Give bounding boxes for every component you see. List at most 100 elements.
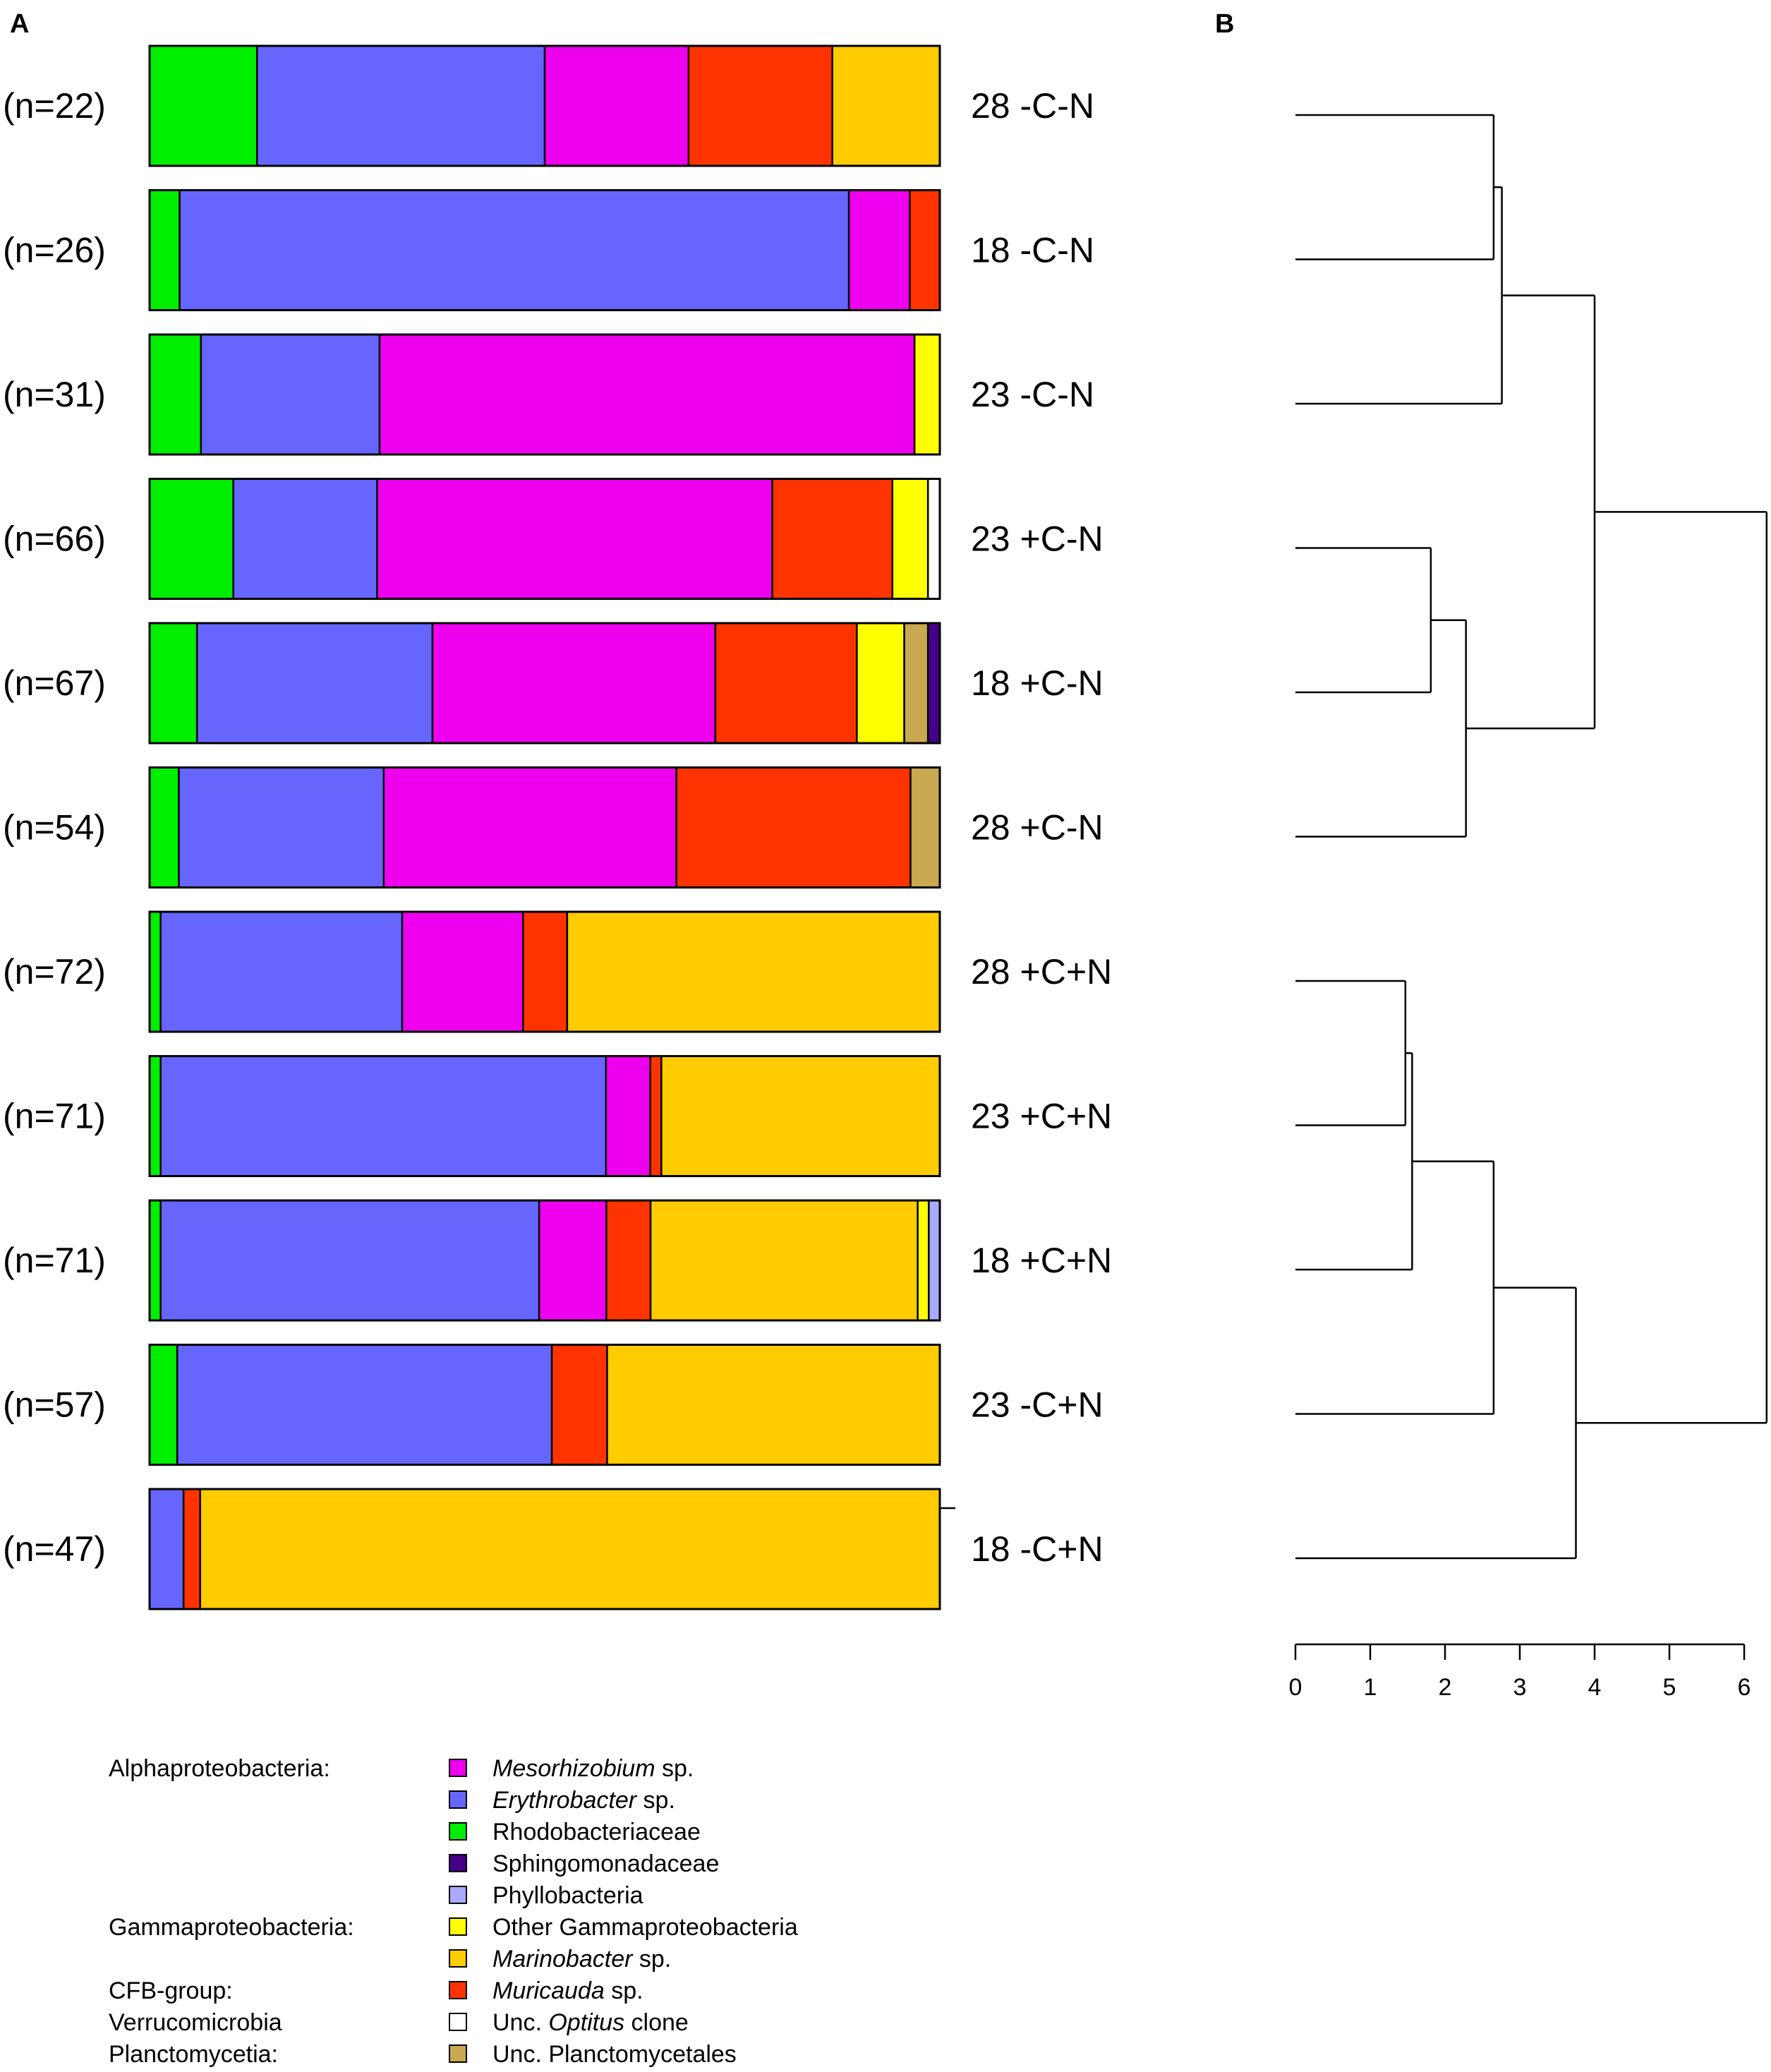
- bar-segment-23-c-n-mesorhizobium-sp: [378, 333, 916, 456]
- legend-group-verrucomicrobia: Verrucomicrobia: [109, 2009, 282, 2036]
- sample-size-label: (n=57): [3, 1385, 106, 1425]
- bar-segment-23-c-n-erythrobacter-sp: [232, 478, 378, 600]
- bar-segment-28-c-n-muricauda-sp: [675, 766, 912, 889]
- legend-entry: Rhodobacteriaceae: [492, 1819, 701, 1845]
- treatment-label: 18 +C+N: [971, 1241, 1112, 1280]
- bar-segment-18-c-n-mesorhizobium-sp: [431, 622, 717, 745]
- bar-segment-18-c-n-rhodobacteriaceae: [148, 622, 198, 745]
- bar-outline-23-c-n: [148, 333, 941, 456]
- x-tick-label: 2: [1439, 1674, 1452, 1701]
- sample-size-label: (n=54): [3, 808, 106, 848]
- x-tick-label: 1: [1364, 1674, 1377, 1701]
- bar-outline-18-c-n: [148, 622, 941, 745]
- bar-segment-28-c-n-rhodobacteriaceae: [148, 766, 180, 889]
- treatment-label: 28 -C-N: [971, 86, 1094, 126]
- bar-segment-28-c-n-muricauda-sp: [687, 44, 833, 167]
- legend-entry: Phyllobacteria: [492, 1882, 643, 1909]
- bar-segment-23-c-n-other-gammaproteobacteria: [913, 333, 941, 456]
- bar-segment-18-c-n-phyllobacteria: [928, 1199, 941, 1322]
- treatment-label: 28 +C-N: [971, 808, 1104, 848]
- legend-entry: Unc. Planctomycetales: [492, 2041, 737, 2068]
- bar-segment-23-c-n-erythrobacter-sp: [159, 1055, 608, 1177]
- bar-segment-18-c-n-erythrobacter-sp: [195, 622, 434, 745]
- sample-size-label: (n=22): [3, 86, 106, 126]
- bar-segment-23-c-n-other-gammaproteobacteria: [891, 478, 929, 600]
- bar-segment-23-c-n-erythrobacter-sp: [176, 1344, 553, 1466]
- treatment-label: 23 -C-N: [971, 375, 1094, 414]
- treatment-label: 18 +C-N: [971, 663, 1104, 703]
- legend-entry: Other Gammaproteobacteria: [492, 1914, 798, 1941]
- bar-segment-18-c-n-mesorhizobium-sp: [847, 189, 911, 311]
- bar-segment-23-c-n-rhodobacteriaceae: [148, 478, 234, 600]
- bar-segment-18-c-n-sphingomonadaceae: [926, 622, 941, 745]
- bar-segment-18-c-n-marinobacter-sp: [199, 1488, 941, 1610]
- bar-segment-28-c-n-muricauda-sp: [521, 910, 569, 1033]
- bar-segment-23-c-n-unc-optitus-clone: [926, 478, 941, 600]
- stacked-bar-chart: (n=22) 28 -C-N (n=26) 18 -C-N (n=31) 23 -C-N (…: [3, 44, 1112, 1610]
- bar-segment-28-c-n-marinobacter-sp: [831, 44, 941, 167]
- x-tick-label: 5: [1663, 1674, 1676, 1701]
- legend-entry: Muricauda sp.: [492, 1977, 643, 2004]
- bar-segment-23-c-n-marinobacter-sp: [606, 1344, 941, 1466]
- bar-segment-18-c-n-mesorhizobium-sp: [538, 1199, 608, 1322]
- bar-segment-28-c-n-unc-planctomycetales: [909, 766, 941, 889]
- bar-segment-18-c-n-rhodobacteriaceae: [148, 189, 181, 311]
- bar-segment-18-c-n-erythrobacter-sp: [148, 1488, 185, 1610]
- legend: Alphaproteobacteria: Mesorhizobium sp. Ery…: [109, 1755, 798, 2068]
- sample-size-label: (n=66): [3, 519, 106, 559]
- bar-segment-28-c-n-rhodobacteriaceae: [148, 910, 162, 1033]
- x-tick-label: 3: [1513, 1674, 1527, 1701]
- bar-segment-18-c-n-other-gammaproteobacteria: [917, 1199, 930, 1322]
- bar-segment-18-c-n-erythrobacter-sp: [159, 1199, 540, 1322]
- bar-segment-18-c-n-other-gammaproteobacteria: [856, 622, 905, 745]
- bar-segment-18-c-n-rhodobacteriaceae: [148, 1199, 162, 1322]
- legend-swatch: [449, 2013, 467, 2031]
- bar-outline-18-c-n: [148, 189, 941, 311]
- sample-size-label: (n=72): [3, 952, 106, 992]
- legend-entry: Marinobacter sp.: [492, 1946, 671, 1972]
- sample-size-label: (n=67): [3, 663, 106, 703]
- bar-outline-28-c-n: [148, 766, 941, 889]
- bar-segment-28-c-n-erythrobacter-sp: [159, 910, 404, 1033]
- bar-segment-23-c-n-muricauda-sp: [649, 1055, 663, 1177]
- bar-segment-23-c-n-erythrobacter-sp: [200, 333, 381, 456]
- legend-swatch: [449, 1822, 467, 1841]
- legend-swatch: [449, 1886, 467, 1904]
- bar-segment-23-c-n-mesorhizobium-sp: [605, 1055, 651, 1177]
- legend-swatch: [449, 1917, 467, 1936]
- legend-swatch: [449, 1759, 467, 1777]
- bar-segment-28-c-n-mesorhizobium-sp: [401, 910, 524, 1033]
- bar-outline-18-c-n: [148, 1199, 941, 1322]
- bar-segment-18-c-n-muricauda-sp: [605, 1199, 652, 1322]
- bar-segment-18-c-n-muricauda-sp: [182, 1488, 201, 1610]
- bar-segment-18-c-n-marinobacter-sp: [649, 1199, 919, 1322]
- bar-segment-18-c-n-unc-planctomycetales: [903, 622, 929, 745]
- legend-swatch: [449, 1854, 467, 1872]
- bar-outline-23-c-n: [148, 1055, 941, 1177]
- bar-segment-23-c-n-mesorhizobium-sp: [376, 478, 773, 600]
- treatment-label: 23 -C+N: [971, 1385, 1104, 1425]
- bar-segment-23-c-n-marinobacter-sp: [660, 1055, 941, 1177]
- bar-segment-28-c-n-mesorhizobium-sp: [382, 766, 677, 889]
- legend-group-cfb-group: CFB-group:: [109, 1977, 233, 2004]
- bar-segment-23-c-n-muricauda-sp: [771, 478, 894, 600]
- panel-label-b: B: [1215, 9, 1234, 39]
- bar-segment-18-c-n-erythrobacter-sp: [179, 189, 850, 311]
- bar-outline-28-c-n: [148, 910, 941, 1033]
- legend-group-gammaproteobacteria: Gammaproteobacteria:: [109, 1914, 354, 1941]
- legend-swatch: [449, 2044, 467, 2063]
- treatment-label: 18 -C-N: [971, 231, 1094, 270]
- x-tick-label: 6: [1738, 1674, 1751, 1701]
- bar-segment-23-c-n-rhodobacteriaceae: [148, 1344, 179, 1466]
- bar-segment-18-c-n-muricauda-sp: [909, 189, 941, 311]
- bar-outline-23-c-n: [148, 478, 941, 600]
- dendrogram: 0 1 2 3 4 5 6: [1289, 114, 1768, 1701]
- legend-entry: Erythrobacter sp.: [492, 1787, 675, 1814]
- legend-group-planctomycetia: Planctomycetia:: [109, 2041, 278, 2068]
- legend-swatch: [449, 1949, 467, 1968]
- legend-entry: Sphingomonadaceae: [492, 1850, 719, 1877]
- bar-segment-23-c-n-rhodobacteriaceae: [148, 1055, 162, 1177]
- bar-outline-28-c-n: [148, 44, 941, 167]
- sample-size-label: (n=26): [3, 231, 106, 270]
